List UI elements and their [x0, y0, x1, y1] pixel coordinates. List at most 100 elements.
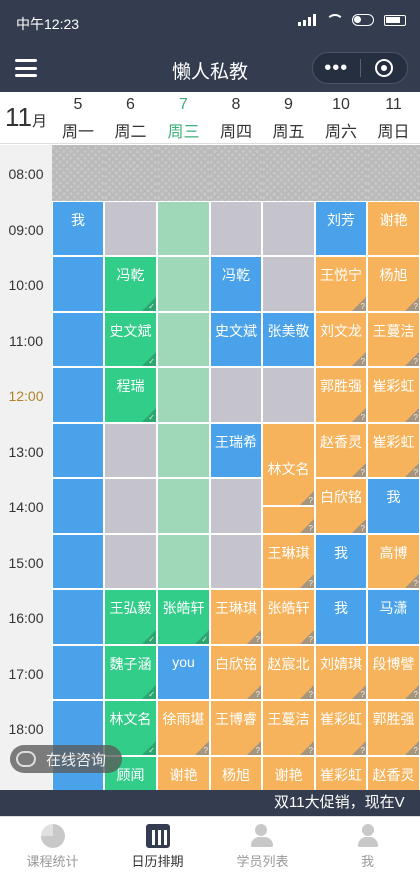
lesson-slot[interactable]: 王悦宁?: [315, 256, 367, 312]
lesson-slot[interactable]: 崔彩虹?: [315, 755, 367, 790]
lesson-slot[interactable]: 顾闻✓: [104, 755, 157, 790]
lesson-slot[interactable]: 程瑞 ✓: [104, 367, 157, 423]
lesson-slot[interactable]: 王博睿?: [210, 700, 262, 756]
lesson-slot[interactable]: 崔彩虹?: [367, 367, 420, 423]
more-icon[interactable]: •••: [324, 57, 349, 79]
empty-slot[interactable]: [157, 200, 210, 256]
day-header-5[interactable]: 9 周五: [262, 92, 315, 144]
lesson-slot[interactable]: 赵香灵?: [367, 755, 420, 790]
empty-slot[interactable]: [210, 478, 262, 534]
empty-slot[interactable]: [52, 367, 104, 423]
empty-slot[interactable]: [157, 478, 210, 534]
student-name: 赵香灵: [320, 433, 362, 450]
empty-slot[interactable]: [262, 256, 315, 312]
empty-slot[interactable]: [52, 478, 104, 534]
empty-slot[interactable]: [52, 256, 104, 312]
student-name: 刘婧琪: [320, 655, 362, 672]
lesson-slot[interactable]: 我: [315, 533, 367, 589]
student-name: 谢艳: [169, 766, 198, 783]
lesson-slot[interactable]: 崔彩虹?: [315, 700, 367, 756]
empty-slot[interactable]: [262, 200, 315, 256]
empty-slot[interactable]: [157, 256, 210, 312]
empty-slot[interactable]: [157, 367, 210, 423]
lesson-slot[interactable]: 白欣铭?: [315, 478, 367, 534]
lesson-slot[interactable]: 杨旭?: [367, 256, 420, 312]
empty-slot[interactable]: [52, 311, 104, 367]
lesson-slot[interactable]: 刘文龙?: [315, 311, 367, 367]
lesson-slot[interactable]: 徐雨堪?: [157, 700, 210, 756]
lesson-slot[interactable]: 王琳琪?: [262, 533, 315, 589]
lesson-slot[interactable]: 白欣铭?: [210, 644, 262, 700]
lesson-slot[interactable]: 谢艳: [367, 200, 420, 256]
empty-slot[interactable]: [157, 422, 210, 478]
pending-question-icon: ?: [352, 296, 366, 311]
empty-slot[interactable]: [210, 533, 262, 589]
lesson-slot[interactable]: 张美敬: [262, 311, 315, 367]
lesson-slot[interactable]: 王蔓洁?: [367, 311, 420, 367]
tab-1[interactable]: 课程统计: [0, 817, 105, 874]
lesson-slot[interactable]: 赵香灵?: [315, 422, 367, 478]
lesson-slot[interactable]: 谢艳?: [157, 755, 210, 790]
student-name: 王博睿: [215, 711, 257, 727]
lesson-slot[interactable]: you: [157, 644, 210, 700]
empty-slot[interactable]: [262, 367, 315, 423]
day-header-2[interactable]: 6 周二: [104, 92, 157, 144]
lesson-slot[interactable]: 我: [315, 589, 367, 645]
lesson-slot[interactable]: 杨旭?: [210, 755, 262, 790]
lesson-slot[interactable]: 史文斌: [210, 311, 262, 367]
empty-slot[interactable]: [104, 200, 157, 256]
tab-4[interactable]: 我: [315, 817, 420, 874]
time-column: 08:00 09:00 10:00 11:00 12:00 13:00 14:00 15:00…: [0, 145, 52, 790]
lesson-slot[interactable]: 冯乾: [210, 256, 262, 312]
menu-icon[interactable]: [15, 59, 37, 77]
close-program-icon[interactable]: [360, 59, 407, 77]
lesson-slot[interactable]: 刘婧琪?: [315, 644, 367, 700]
lesson-slot[interactable]: 林文名?: [262, 422, 315, 506]
time-label: 13:00: [8, 443, 44, 460]
lesson-slot[interactable]: 王琳琪?: [210, 589, 262, 645]
empty-slot[interactable]: [210, 367, 262, 423]
empty-slot[interactable]: [104, 478, 157, 534]
day-header-7[interactable]: 11 周日: [367, 92, 420, 144]
empty-slot[interactable]: [52, 644, 104, 700]
empty-slot[interactable]: [52, 422, 104, 478]
empty-slot[interactable]: [157, 533, 210, 589]
promo-banner[interactable]: 双11大促销，现在V: [0, 790, 420, 816]
lesson-slot[interactable]: 马潇: [367, 589, 420, 645]
empty-slot[interactable]: [104, 422, 157, 478]
lesson-slot[interactable]: 我: [367, 478, 420, 534]
day-header-4[interactable]: 8 周四: [210, 92, 262, 144]
day-header-6[interactable]: 10 周六: [315, 92, 367, 144]
empty-slot[interactable]: [104, 533, 157, 589]
lesson-slot[interactable]: 谢艳?: [262, 755, 315, 790]
empty-slot[interactable]: [52, 589, 104, 645]
tab-3[interactable]: 学员列表: [210, 817, 315, 874]
lesson-slot[interactable]: 王弘毅 ✓: [104, 589, 157, 645]
lesson-slot[interactable]: 赵宸北?: [262, 644, 315, 700]
lesson-slot[interactable]: 我: [52, 200, 104, 256]
lesson-slot[interactable]: 崔彩虹?: [367, 422, 420, 478]
lesson-slot[interactable]: 高博?: [367, 533, 420, 589]
lesson-slot[interactable]: 刘芳: [315, 200, 367, 256]
day-header-1[interactable]: 5 周一: [52, 92, 104, 144]
lesson-slot[interactable]: 段博譬?: [367, 644, 420, 700]
lesson-slot[interactable]: 张皓轩?: [262, 589, 315, 645]
student-name: 史文斌: [215, 322, 257, 339]
lesson-slot[interactable]: 冯乾 ✓: [104, 256, 157, 312]
lesson-slot[interactable]: 魏子涵 ✓: [104, 644, 157, 700]
lesson-slot[interactable]: 郭胜强?: [315, 367, 367, 423]
lesson-slot[interactable]: 张皓轩 ✓: [157, 589, 210, 645]
student-name: 林文名: [267, 461, 310, 478]
empty-slot[interactable]: ?: [262, 505, 315, 534]
student-name: 郭胜强: [320, 378, 362, 394]
empty-slot[interactable]: [157, 311, 210, 367]
empty-slot[interactable]: [210, 200, 262, 256]
lesson-slot[interactable]: 郭胜强?: [367, 700, 420, 756]
empty-slot[interactable]: [52, 533, 104, 589]
online-consult-button[interactable]: 在线咨询: [10, 745, 122, 773]
tab-2[interactable]: 日历排期: [105, 817, 210, 874]
day-header-3[interactable]: 7 周三: [157, 92, 210, 144]
lesson-slot[interactable]: 史文斌 ✓: [104, 311, 157, 367]
lesson-slot[interactable]: 王瑞希: [210, 422, 262, 478]
lesson-slot[interactable]: 王蔓洁?: [262, 700, 315, 756]
